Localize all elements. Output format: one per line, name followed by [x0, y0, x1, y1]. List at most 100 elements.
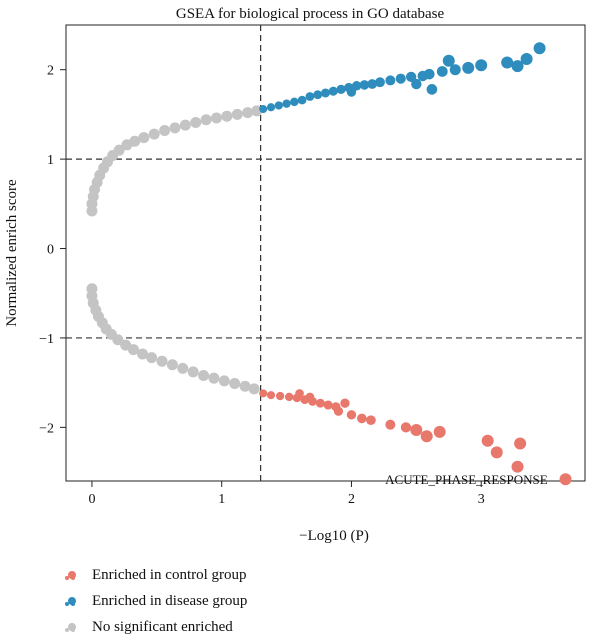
- y-tick-label-2: 2: [47, 64, 54, 79]
- point-control-21: [433, 425, 446, 438]
- point-none-22: [242, 107, 254, 119]
- point-control-25: [511, 460, 524, 473]
- point-disease-28: [411, 78, 422, 90]
- point-none-21: [231, 108, 243, 120]
- legend-label-control: Enriched in control group: [92, 566, 247, 583]
- legend-item-disease: Enriched in disease group: [64, 588, 247, 614]
- point-none-34: [127, 344, 139, 356]
- point-disease-15: [375, 77, 385, 88]
- point-disease-29: [426, 84, 438, 95]
- point-none-35: [137, 348, 149, 360]
- point-control-2: [275, 391, 285, 401]
- point-control-13: [340, 398, 350, 408]
- point-disease-21: [436, 66, 448, 77]
- point-none-40: [187, 366, 199, 378]
- y-axis-label: Normalized enrich score: [4, 179, 20, 327]
- point-control-22: [481, 434, 494, 447]
- legend-marker-none: [64, 620, 86, 634]
- point-disease-4: [290, 97, 299, 107]
- point-disease-30: [511, 60, 524, 73]
- legend-item-control: Enriched in control group: [64, 562, 247, 588]
- legend-item-none: No significant enriched: [64, 614, 247, 640]
- point-control-20: [420, 430, 433, 443]
- point-disease-0: [259, 105, 268, 114]
- point-disease-14: [367, 79, 378, 89]
- point-control-1: [266, 391, 276, 400]
- chart-title: GSEA for biological process in GO databa…: [176, 6, 445, 22]
- reference-lines: [66, 25, 585, 481]
- point-disease-17: [395, 73, 406, 84]
- point-none-15: [169, 122, 181, 134]
- point-none-9: [113, 144, 125, 156]
- point-control-19: [410, 424, 423, 437]
- point-none-39: [177, 362, 189, 374]
- point-disease-32: [442, 54, 455, 67]
- x-axis-label: −Log10 (P): [299, 528, 369, 544]
- point-disease-2: [274, 101, 283, 110]
- point-disease-24: [475, 59, 488, 72]
- point-none-16: [179, 119, 191, 131]
- point-disease-5: [297, 95, 307, 105]
- x-tick-label-2: 2: [348, 492, 355, 507]
- point-none-45: [239, 380, 251, 392]
- point-none-17: [190, 116, 202, 128]
- point-none-12: [138, 132, 150, 144]
- point-disease-27: [346, 87, 357, 97]
- point-none-46: [248, 383, 260, 395]
- x-tick-label-0: 0: [88, 492, 95, 507]
- point-disease-20: [424, 68, 435, 80]
- y-tick-label--1: −1: [39, 332, 54, 347]
- point-disease-26: [520, 52, 533, 65]
- point-none-44: [229, 378, 241, 390]
- point-disease-9: [328, 86, 338, 96]
- point-disease-23: [462, 61, 475, 74]
- point-control-23: [490, 446, 503, 459]
- y-tick-label-1: 1: [47, 153, 54, 168]
- point-control-16: [366, 415, 376, 426]
- point-disease-25: [501, 56, 514, 69]
- point-control-24: [514, 437, 527, 450]
- point-disease-13: [359, 80, 370, 90]
- point-disease-8: [321, 88, 330, 98]
- point-disease-12: [351, 81, 362, 91]
- point-control-3: [284, 392, 294, 402]
- point-control-17: [385, 419, 396, 430]
- point-none-38: [166, 359, 178, 371]
- point-none-43: [218, 375, 230, 387]
- point-control-8: [323, 400, 333, 410]
- point-control-18: [400, 422, 412, 433]
- point-disease-3: [282, 99, 291, 108]
- point-disease-31: [533, 42, 546, 55]
- point-disease-16: [385, 75, 396, 86]
- point-none-20: [221, 110, 233, 122]
- x-tick-label-1: 1: [218, 492, 225, 507]
- point-control-0: [259, 389, 268, 398]
- point-disease-10: [336, 84, 346, 94]
- y-tick-label-0: 0: [47, 243, 54, 258]
- point-none-37: [156, 355, 168, 367]
- point-control-11: [305, 392, 315, 402]
- y-tick-label--2: −2: [39, 421, 54, 436]
- axis-ticks: 0 1 2 3 −2 −1 0 1 2: [39, 64, 485, 507]
- legend-marker-control: [64, 568, 86, 582]
- point-control-10: [295, 389, 304, 398]
- point-disease-6: [305, 92, 315, 101]
- point-none-11: [129, 135, 141, 147]
- point-none-14: [159, 125, 171, 137]
- plot-frame: [65, 24, 586, 482]
- point-control-14: [346, 410, 357, 420]
- data-points: [86, 42, 572, 486]
- point-disease-7: [313, 90, 323, 100]
- x-tick-label-3: 3: [478, 492, 485, 507]
- point-none-41: [198, 369, 210, 381]
- legend-label-disease: Enriched in disease group: [92, 592, 248, 609]
- point-disease-22: [449, 64, 461, 76]
- point-disease-18: [405, 71, 417, 83]
- annotation-acute-phase-response: ACUTE_PHASE_RESPONSE: [385, 472, 548, 487]
- point-disease-1: [266, 103, 276, 112]
- point-none-42: [208, 372, 220, 384]
- point-control-7: [315, 398, 325, 408]
- point-none-13: [148, 128, 160, 140]
- legend-marker-disease: [64, 594, 86, 608]
